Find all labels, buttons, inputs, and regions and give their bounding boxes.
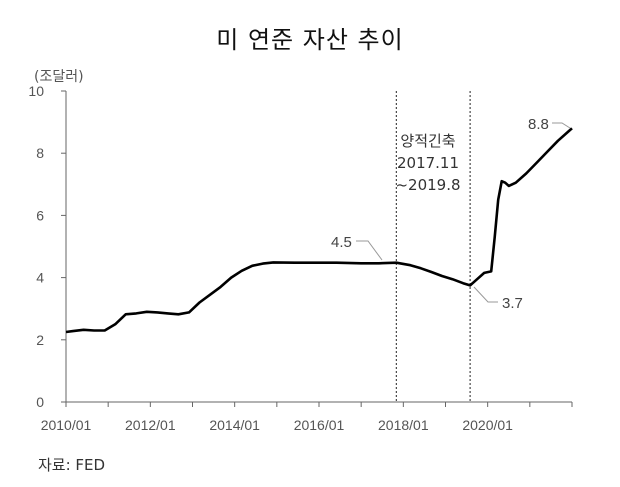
x-tick-label: 2016/01 <box>294 417 345 433</box>
y-ticks: 0 2 4 6 8 10 <box>28 83 66 410</box>
x-tick-label: 2020/01 <box>462 417 513 433</box>
chart-source: 자료: FED <box>38 456 106 474</box>
callout-45: 4.5 <box>331 234 352 251</box>
x-tick-label: 2018/01 <box>378 417 429 433</box>
y-tick-label: 4 <box>36 270 44 286</box>
callout-45-leader <box>356 240 383 261</box>
qt-start-label: 2017.11 <box>397 154 459 172</box>
callout-88: 8.8 <box>528 116 549 133</box>
callout-37-leader <box>473 286 498 303</box>
y-tick-label: 0 <box>36 394 44 410</box>
chart-title: 미 연준 자산 추이 <box>216 26 404 54</box>
x-ticks: 2010/01 2012/01 2014/01 2016/01 2018/01 2020/… <box>41 402 573 433</box>
callout-37: 3.7 <box>502 295 523 312</box>
qt-period-label: 양적긴축 <box>400 132 455 150</box>
x-tick-label: 2014/01 <box>209 417 260 433</box>
x-tick-label: 2012/01 <box>125 417 176 433</box>
qt-end-label: ~2019.8 <box>395 176 460 194</box>
chart-axes <box>65 91 572 403</box>
y-tick-label: 10 <box>28 83 44 99</box>
y-tick-label: 2 <box>36 332 44 348</box>
x-tick-label: 2010/01 <box>41 417 92 433</box>
callout-88-leader <box>552 122 571 129</box>
annotations: 양적긴축 2017.11 ~2019.8 4.5 3.7 8.8 <box>331 116 571 312</box>
fed-assets-line <box>65 127 573 334</box>
y-unit-label: (조달러) <box>34 69 84 85</box>
y-tick-label: 8 <box>36 145 44 161</box>
y-tick-label: 6 <box>36 207 44 223</box>
